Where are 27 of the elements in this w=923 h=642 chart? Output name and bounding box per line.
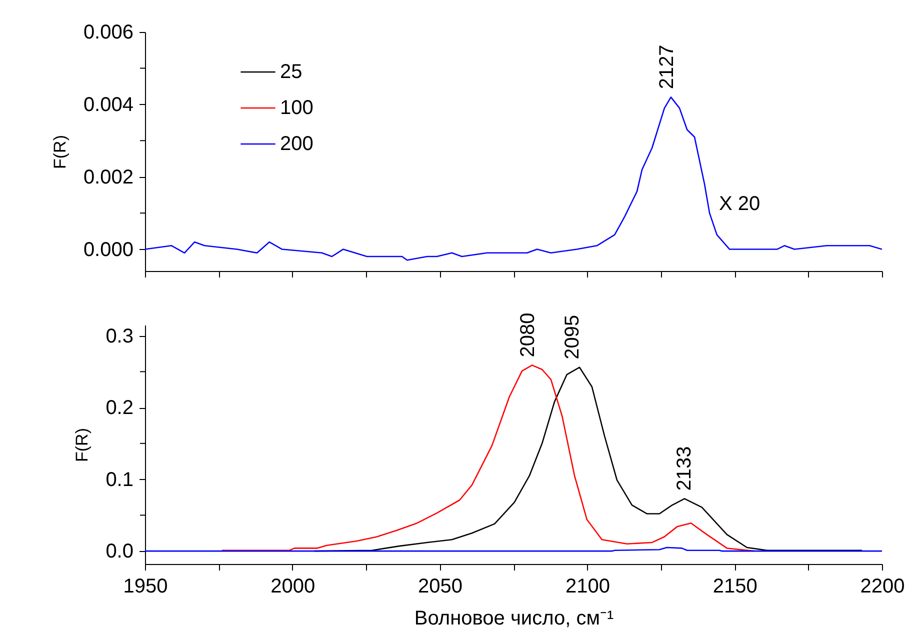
annotation: 2133 bbox=[673, 446, 696, 491]
y-axis-title: F(R) bbox=[50, 135, 70, 169]
annotation: X 20 bbox=[719, 193, 760, 215]
annotation: 2095 bbox=[561, 314, 584, 360]
x-tick-label: 2100 bbox=[565, 576, 610, 598]
y-tick-label: 0.000 bbox=[83, 238, 134, 261]
annotation: 2127 bbox=[656, 44, 678, 90]
x-tick-label: 2050 bbox=[418, 576, 463, 598]
x-axis-title: Волновое число, см⁻¹ bbox=[414, 608, 614, 630]
y-tick-label: 0.002 bbox=[83, 166, 134, 188]
y-tick-label: 0.1 bbox=[106, 468, 134, 491]
x-tick-label: 1950 bbox=[123, 576, 168, 598]
legend-label: 25 bbox=[280, 61, 302, 83]
x-tick-label: 2150 bbox=[712, 576, 758, 598]
line-series bbox=[221, 364, 755, 552]
annotation: 2080 bbox=[517, 312, 540, 358]
y-tick-label: 0.3 bbox=[106, 325, 134, 348]
y-tick-label: 0.0 bbox=[106, 540, 134, 563]
y-tick-label: 0.006 bbox=[83, 22, 134, 44]
y-axis-title: F(R) bbox=[72, 428, 92, 462]
line-series bbox=[145, 96, 882, 261]
x-tick-label: 2000 bbox=[270, 576, 316, 598]
y-tick-label: 0.2 bbox=[106, 397, 134, 420]
x-tick-label: 2200 bbox=[860, 576, 905, 598]
legend-label: 200 bbox=[280, 133, 314, 155]
legend-label: 100 bbox=[280, 97, 314, 119]
y-tick-label: 0.004 bbox=[83, 94, 134, 116]
